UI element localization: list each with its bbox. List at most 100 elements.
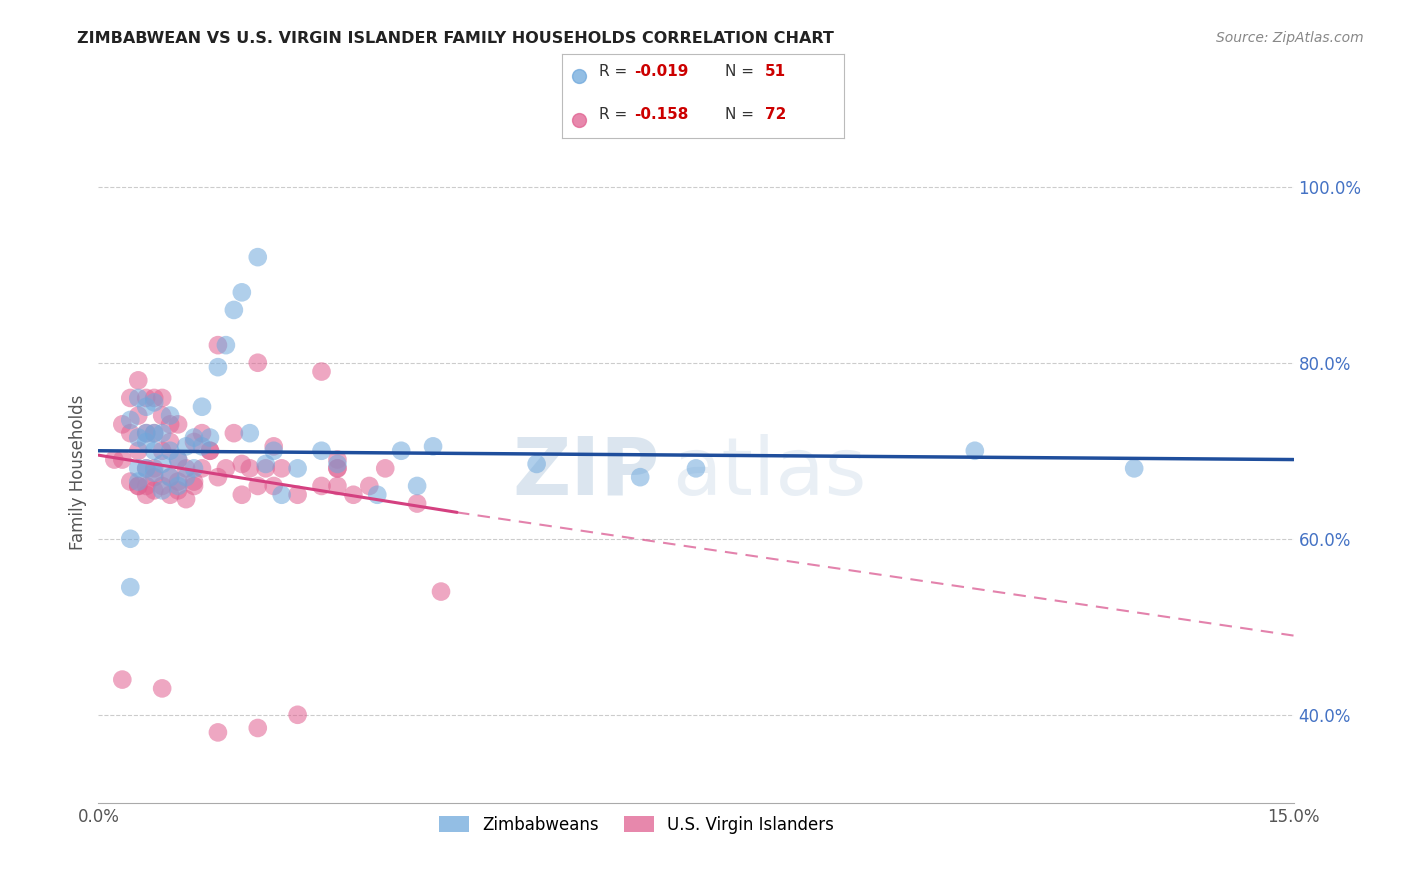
Point	[246, 721, 269, 735]
Point	[430, 584, 453, 599]
Point	[159, 488, 181, 502]
Point	[231, 457, 253, 471]
Text: 72: 72	[765, 107, 786, 122]
Point	[685, 461, 707, 475]
Point	[183, 479, 205, 493]
Point	[246, 250, 269, 264]
Point	[270, 488, 292, 502]
Point	[311, 443, 333, 458]
Point	[183, 475, 205, 489]
Point	[270, 461, 292, 475]
Point	[135, 426, 157, 441]
Point	[135, 434, 157, 449]
Point	[174, 470, 197, 484]
Point	[287, 488, 309, 502]
Point	[374, 461, 396, 475]
Point	[254, 457, 277, 471]
Point	[263, 479, 285, 493]
Point	[326, 461, 349, 475]
Text: atlas: atlas	[672, 434, 866, 512]
Text: ZIMBABWEAN VS U.S. VIRGIN ISLANDER FAMILY HOUSEHOLDS CORRELATION CHART: ZIMBABWEAN VS U.S. VIRGIN ISLANDER FAMIL…	[77, 31, 834, 46]
Point	[143, 395, 166, 409]
Point	[222, 426, 245, 441]
Point	[120, 532, 142, 546]
Point	[239, 426, 262, 441]
Point	[143, 466, 166, 480]
Point	[159, 434, 181, 449]
Point	[198, 431, 221, 445]
Point	[135, 479, 157, 493]
Point	[150, 681, 173, 696]
Point	[127, 443, 149, 458]
Point	[191, 461, 214, 475]
Point	[198, 443, 221, 458]
Point	[143, 461, 166, 475]
Point	[246, 479, 269, 493]
Point	[167, 483, 190, 498]
Point	[215, 338, 238, 352]
Point	[246, 356, 269, 370]
Point	[135, 391, 157, 405]
Point	[150, 483, 173, 498]
Text: R =: R =	[599, 107, 633, 122]
Point	[422, 439, 444, 453]
Point	[120, 475, 142, 489]
Point	[127, 475, 149, 489]
Point	[143, 470, 166, 484]
Point	[135, 461, 157, 475]
Point	[143, 391, 166, 405]
Point	[150, 426, 173, 441]
Point	[342, 488, 364, 502]
Point	[568, 70, 591, 84]
Point	[127, 479, 149, 493]
Point	[191, 439, 214, 453]
Point	[1123, 461, 1146, 475]
Y-axis label: Family Households: Family Households	[69, 395, 87, 550]
Point	[143, 426, 166, 441]
Point	[159, 417, 181, 432]
Legend: Zimbabweans, U.S. Virgin Islanders: Zimbabweans, U.S. Virgin Islanders	[432, 809, 841, 840]
Point	[263, 443, 285, 458]
Point	[143, 483, 166, 498]
Point	[111, 673, 134, 687]
Point	[127, 461, 149, 475]
Point	[150, 391, 173, 405]
Point	[198, 443, 221, 458]
Point	[150, 479, 173, 493]
Point	[120, 391, 142, 405]
Point	[326, 457, 349, 471]
Point	[287, 707, 309, 722]
Point	[231, 285, 253, 300]
Point	[191, 400, 214, 414]
Point	[174, 461, 197, 475]
Point	[628, 470, 651, 484]
Point	[150, 457, 173, 471]
Point	[150, 443, 173, 458]
Point	[222, 302, 245, 317]
Point	[568, 112, 591, 127]
Point	[287, 461, 309, 475]
Text: R =: R =	[599, 64, 633, 79]
Point	[183, 434, 205, 449]
Point	[143, 426, 166, 441]
Point	[183, 461, 205, 475]
Point	[120, 426, 142, 441]
Point	[207, 470, 229, 484]
Point	[127, 373, 149, 387]
Point	[167, 417, 190, 432]
Point	[406, 479, 429, 493]
Point	[143, 443, 166, 458]
Point	[207, 725, 229, 739]
Point	[135, 426, 157, 441]
Point	[311, 479, 333, 493]
Point	[231, 488, 253, 502]
Point	[239, 461, 262, 475]
Point	[326, 452, 349, 467]
Point	[326, 479, 349, 493]
Point	[326, 461, 349, 475]
Text: ZIP: ZIP	[513, 434, 661, 512]
Point	[167, 475, 190, 489]
Point	[135, 461, 157, 475]
Point	[120, 413, 142, 427]
Point	[127, 479, 149, 493]
